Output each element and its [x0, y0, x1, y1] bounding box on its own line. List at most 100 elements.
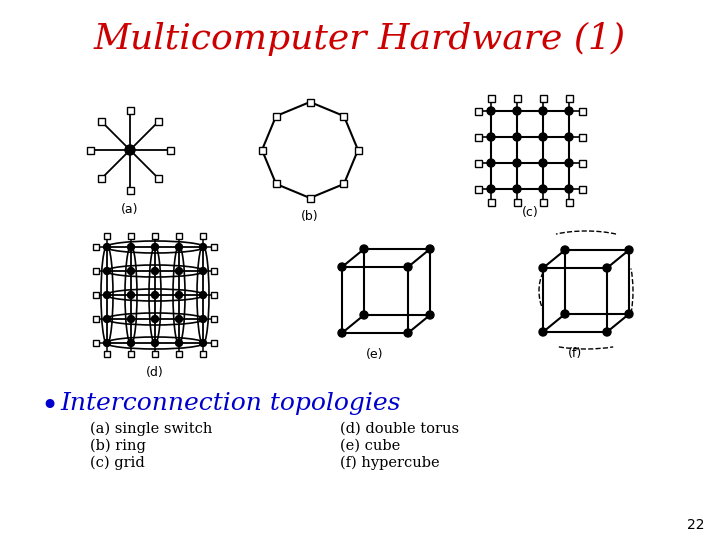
Circle shape — [199, 244, 207, 251]
Circle shape — [125, 145, 135, 155]
Circle shape — [360, 245, 368, 253]
Circle shape — [539, 185, 547, 193]
Bar — [341, 180, 348, 187]
Bar — [200, 233, 206, 239]
Bar — [200, 351, 206, 357]
Bar — [98, 118, 105, 125]
Bar — [152, 233, 158, 239]
Bar — [273, 112, 279, 119]
Circle shape — [151, 315, 158, 322]
Bar — [273, 180, 279, 187]
Text: (c): (c) — [521, 206, 539, 219]
Circle shape — [426, 311, 434, 319]
Circle shape — [539, 107, 547, 115]
Circle shape — [487, 185, 495, 193]
Circle shape — [603, 328, 611, 336]
Circle shape — [603, 264, 611, 272]
Circle shape — [127, 244, 135, 251]
Bar — [513, 199, 521, 206]
Bar — [474, 133, 482, 140]
Bar — [166, 146, 174, 153]
Bar — [211, 340, 217, 346]
Circle shape — [404, 329, 412, 337]
Bar — [128, 233, 134, 239]
Circle shape — [565, 159, 573, 167]
Bar — [93, 340, 99, 346]
Circle shape — [176, 315, 182, 322]
Bar — [539, 94, 546, 102]
Text: (d) double torus: (d) double torus — [340, 422, 459, 436]
Bar — [578, 107, 585, 114]
Bar — [93, 268, 99, 274]
Bar — [128, 351, 134, 357]
Bar — [211, 292, 217, 298]
Text: Multicomputer Hardware (1): Multicomputer Hardware (1) — [94, 22, 626, 56]
Circle shape — [565, 185, 573, 193]
Circle shape — [127, 340, 135, 347]
Text: (a) single switch: (a) single switch — [90, 422, 212, 436]
Bar — [127, 186, 133, 193]
Bar — [487, 199, 495, 206]
Text: (f): (f) — [568, 347, 582, 360]
Circle shape — [151, 267, 158, 274]
Circle shape — [513, 107, 521, 115]
Text: (a): (a) — [121, 203, 139, 216]
Bar — [307, 194, 313, 201]
Text: •: • — [40, 392, 58, 421]
Circle shape — [625, 246, 633, 254]
Bar — [211, 244, 217, 250]
Bar — [307, 98, 313, 105]
Circle shape — [104, 315, 110, 322]
Bar — [341, 112, 348, 119]
Bar — [578, 159, 585, 166]
Bar — [127, 106, 133, 113]
Circle shape — [199, 340, 207, 347]
Text: 22: 22 — [688, 518, 705, 532]
Circle shape — [104, 292, 110, 299]
Bar — [155, 118, 162, 125]
Text: (b) ring: (b) ring — [90, 439, 146, 454]
Bar — [93, 244, 99, 250]
Bar — [578, 133, 585, 140]
Bar — [104, 351, 110, 357]
Bar — [487, 94, 495, 102]
Bar — [258, 146, 266, 153]
Circle shape — [151, 340, 158, 347]
Bar — [176, 233, 182, 239]
Circle shape — [539, 328, 547, 336]
Text: Interconnection topologies: Interconnection topologies — [60, 392, 400, 415]
Circle shape — [127, 292, 135, 299]
Circle shape — [561, 310, 569, 318]
Circle shape — [127, 315, 135, 322]
Circle shape — [404, 263, 412, 271]
Circle shape — [539, 133, 547, 141]
Bar — [539, 199, 546, 206]
Bar — [354, 146, 361, 153]
Circle shape — [104, 267, 110, 274]
Circle shape — [561, 246, 569, 254]
Circle shape — [176, 292, 182, 299]
Bar — [155, 175, 162, 182]
Circle shape — [176, 244, 182, 251]
Bar — [211, 268, 217, 274]
Bar — [152, 351, 158, 357]
Circle shape — [176, 340, 182, 347]
Circle shape — [151, 292, 158, 299]
Circle shape — [199, 267, 207, 274]
Circle shape — [360, 311, 368, 319]
Circle shape — [513, 159, 521, 167]
Text: (e): (e) — [366, 348, 384, 361]
Text: (b): (b) — [301, 210, 319, 223]
Text: (e) cube: (e) cube — [340, 439, 400, 453]
Circle shape — [513, 133, 521, 141]
Circle shape — [625, 310, 633, 318]
Bar — [565, 94, 572, 102]
Bar — [578, 186, 585, 192]
Circle shape — [104, 244, 110, 251]
Circle shape — [104, 340, 110, 347]
Circle shape — [199, 292, 207, 299]
Circle shape — [338, 263, 346, 271]
Circle shape — [487, 107, 495, 115]
Circle shape — [539, 159, 547, 167]
Bar — [513, 94, 521, 102]
